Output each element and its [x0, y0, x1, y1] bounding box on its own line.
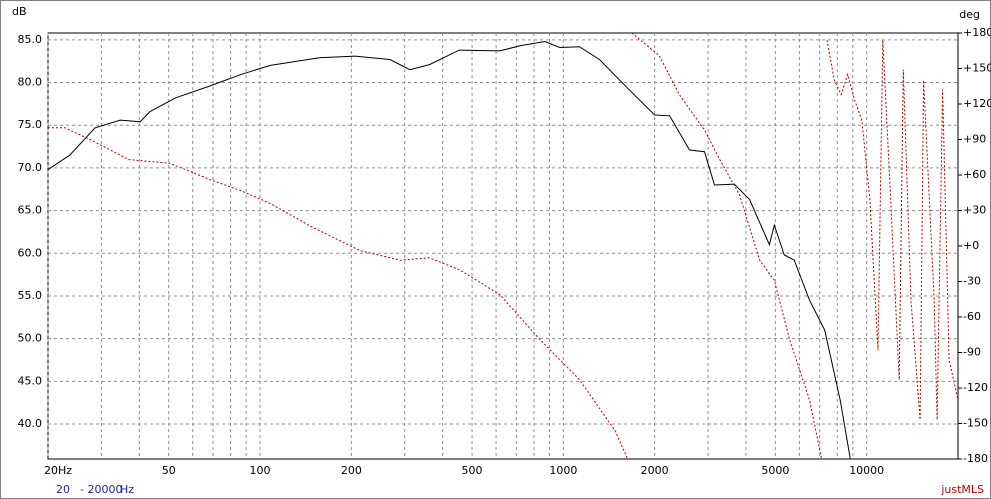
y2-tick-label: -150 — [963, 417, 988, 430]
y2-tick-label: +120 — [963, 97, 991, 110]
y2-tick-label: +30 — [963, 204, 986, 217]
series-line — [48, 33, 958, 459]
y-tick-label: 65.0 — [18, 204, 43, 217]
y2-tick-label: +0 — [963, 239, 979, 252]
y2-tick-label: -180 — [963, 452, 988, 465]
y2-tick-label: -60 — [963, 310, 981, 323]
y-tick-label: 70.0 — [18, 161, 43, 174]
y-tick-label: 40.0 — [18, 417, 43, 430]
x-tick-label: 5000 — [761, 464, 789, 477]
plot-lines — [48, 33, 958, 459]
range-unit: Hz — [120, 483, 134, 496]
y2-tick-label: +60 — [963, 168, 986, 181]
x-tick-label: 500 — [462, 464, 483, 477]
y-tick-label: 45.0 — [18, 374, 43, 387]
y-tick-label: 85.0 — [18, 33, 43, 46]
y-tick-label: 75.0 — [18, 118, 43, 131]
y-tick-label: 50.0 — [18, 332, 43, 345]
y2-tick-label: +90 — [963, 133, 986, 146]
y-tick-label: 80.0 — [18, 76, 43, 89]
y2-tick-label: -30 — [963, 275, 981, 288]
x-tick-label: 10000 — [849, 464, 884, 477]
y-axis-label: dB — [12, 5, 27, 18]
plot-area — [47, 32, 959, 460]
y2-axis-label: deg — [959, 8, 980, 21]
range-to: - 20000 — [80, 483, 122, 496]
x-tick-label: 1000 — [549, 464, 577, 477]
y2-tick-label: +180 — [963, 26, 991, 39]
x-tick-label: 2000 — [641, 464, 669, 477]
y2-tick-label: -120 — [963, 381, 988, 394]
y2-tick-label: -90 — [963, 346, 981, 359]
x-tick-label: 20Hz — [44, 464, 72, 477]
series-line — [48, 40, 851, 459]
x-tick-label: 50 — [162, 464, 176, 477]
x-tick-label: 200 — [341, 464, 362, 477]
brand: justMLS — [940, 483, 984, 496]
y-tick-label: 60.0 — [18, 246, 43, 259]
x-tick-label: 100 — [250, 464, 271, 477]
y2-tick-label: +150 — [963, 62, 991, 75]
y-tick-label: 55.0 — [18, 289, 43, 302]
range-from: 20 — [56, 483, 70, 496]
